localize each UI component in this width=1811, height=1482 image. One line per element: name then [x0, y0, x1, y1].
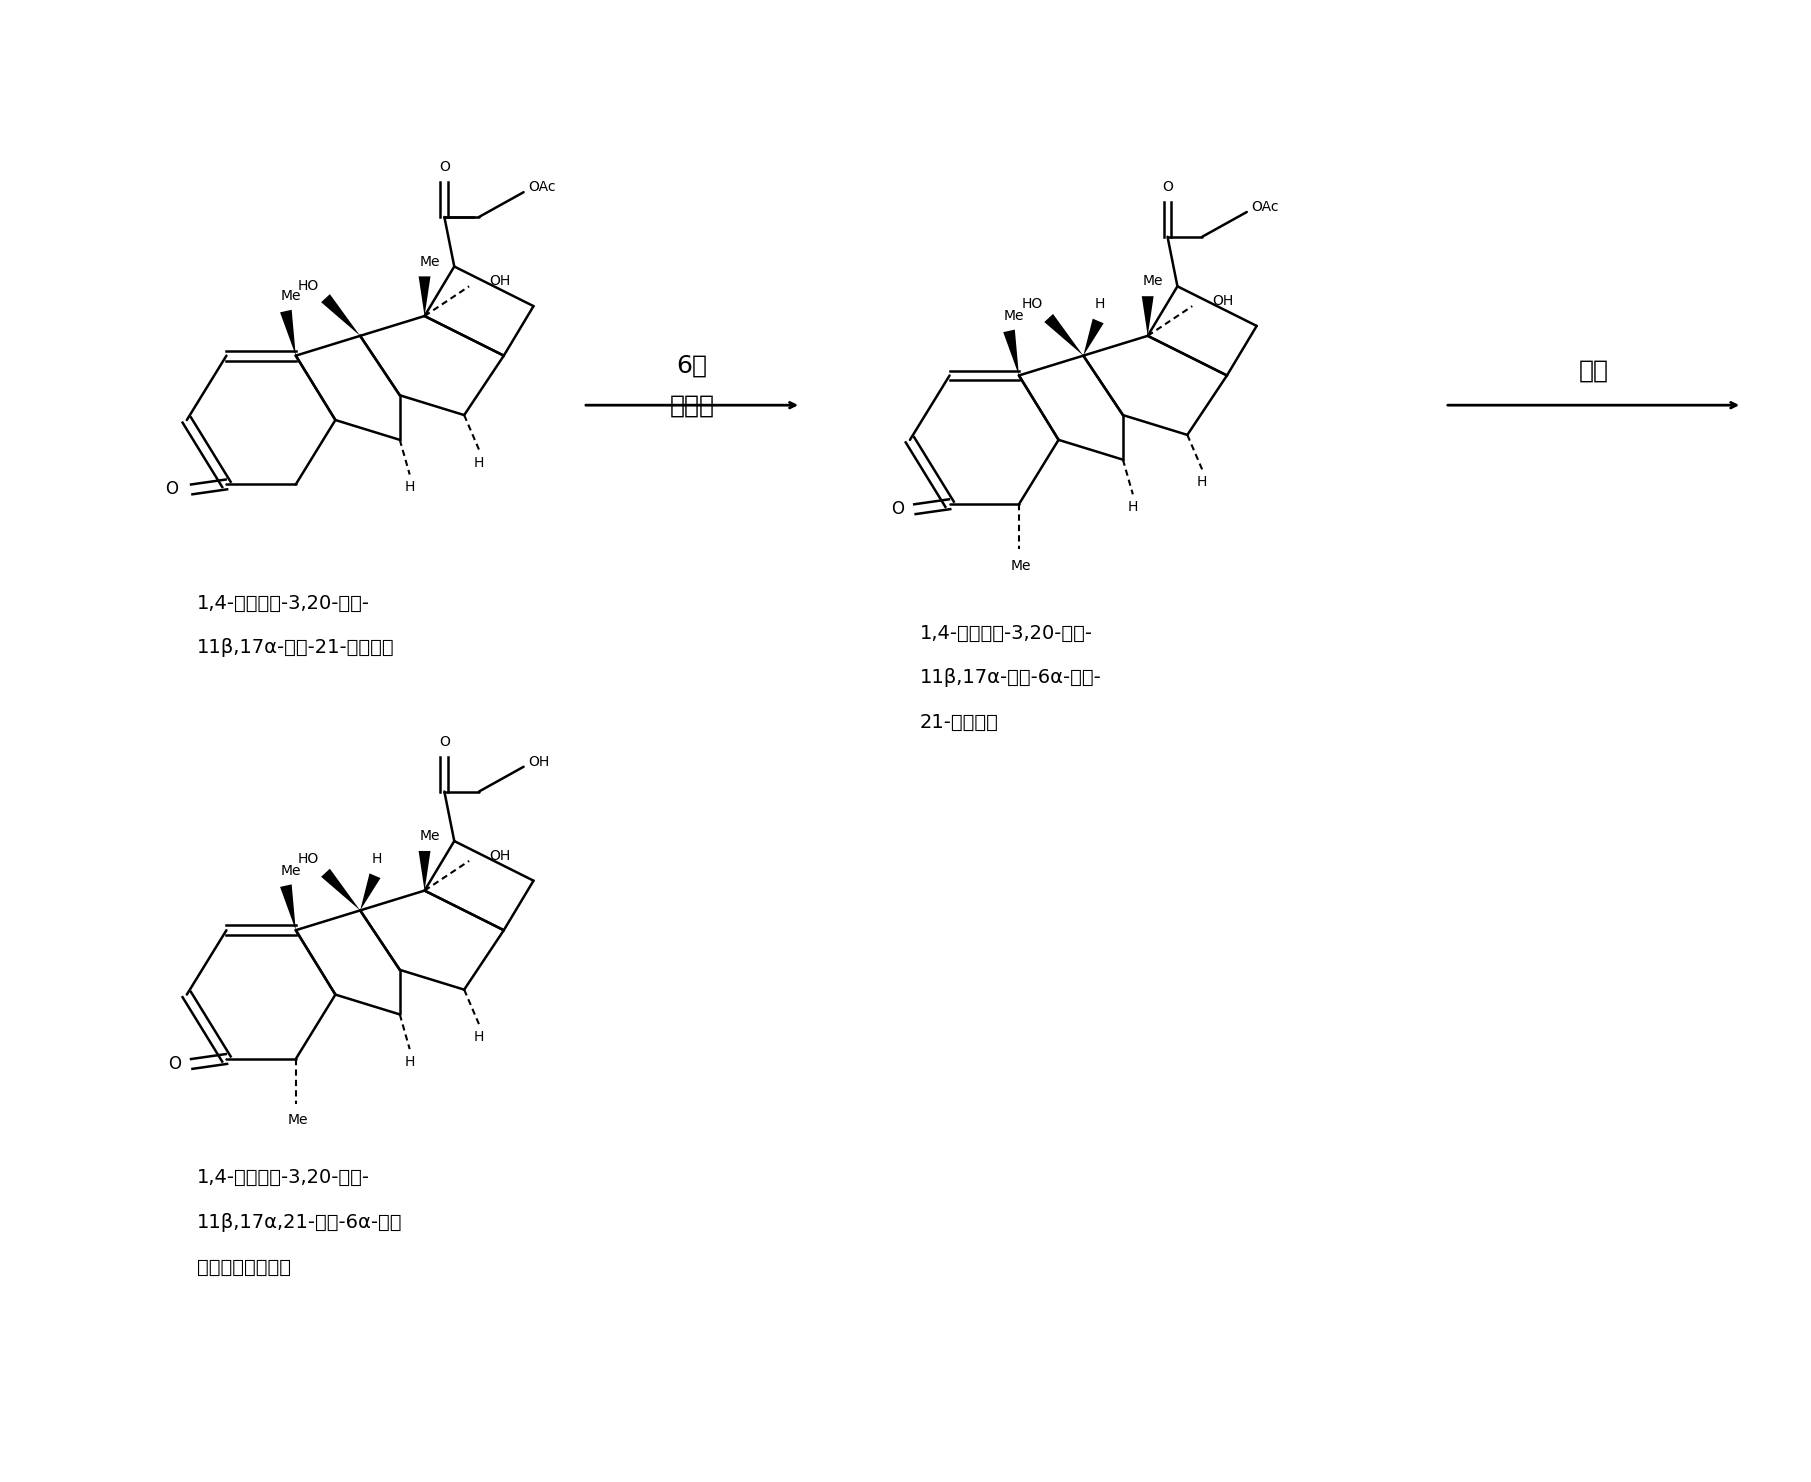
Text: H: H [1096, 296, 1105, 311]
Polygon shape [1003, 329, 1020, 375]
Text: 1,4-孕山二烯-3,20-二锐-: 1,4-孕山二烯-3,20-二锐- [920, 624, 1092, 643]
Polygon shape [1083, 319, 1103, 356]
Text: O: O [1163, 181, 1174, 194]
Text: H: H [1128, 501, 1137, 514]
Text: HO: HO [1021, 296, 1043, 311]
Text: O: O [168, 1055, 181, 1073]
Polygon shape [418, 277, 431, 316]
Text: OH: OH [489, 274, 511, 289]
Text: 即：甲基泼尼松龙: 即：甲基泼尼松龙 [197, 1258, 292, 1276]
Text: OAc: OAc [1251, 200, 1279, 213]
Text: Me: Me [420, 255, 440, 268]
Polygon shape [281, 885, 295, 931]
Polygon shape [321, 868, 360, 910]
Text: 11β,17α,21-三醇-6α-甲基: 11β,17α,21-三醇-6α-甲基 [197, 1212, 402, 1232]
Text: H: H [474, 455, 484, 470]
Polygon shape [418, 851, 431, 891]
Text: O: O [891, 501, 904, 519]
Polygon shape [281, 310, 295, 356]
Text: H: H [474, 1030, 484, 1045]
Text: 1,4-孕山二烯-3,20-二锐-: 1,4-孕山二烯-3,20-二锐- [197, 1168, 369, 1187]
Text: 11β,17α-二醇-21-基酔酸酯: 11β,17α-二醇-21-基酔酸酯 [197, 639, 395, 658]
Text: H: H [1197, 476, 1208, 489]
Text: Me: Me [281, 289, 301, 304]
Text: 6位: 6位 [677, 354, 708, 378]
Text: 水解: 水解 [1579, 359, 1608, 382]
Text: H: H [404, 480, 415, 495]
Polygon shape [1141, 296, 1154, 336]
Text: Me: Me [420, 828, 440, 843]
Text: HO: HO [299, 279, 319, 293]
Text: OH: OH [489, 849, 511, 863]
Polygon shape [1045, 314, 1083, 356]
Text: 21-基酔酸酯: 21-基酔酸酯 [920, 713, 998, 732]
Text: O: O [165, 480, 179, 498]
Text: Me: Me [281, 864, 301, 877]
Text: O: O [438, 160, 449, 175]
Polygon shape [360, 873, 380, 910]
Text: O: O [438, 735, 449, 748]
Text: 甲基化: 甲基化 [670, 393, 715, 416]
Text: Me: Me [1143, 274, 1163, 289]
Text: H: H [371, 852, 382, 865]
Text: 11β,17α-二醇-6α-甲基-: 11β,17α-二醇-6α-甲基- [920, 668, 1101, 688]
Text: OH: OH [529, 754, 551, 769]
Text: Me: Me [1011, 559, 1030, 572]
Text: 1,4-孕山二烯-3,20-二锐-: 1,4-孕山二烯-3,20-二锐- [197, 594, 369, 612]
Text: H: H [404, 1055, 415, 1069]
Polygon shape [321, 293, 360, 336]
Text: OH: OH [1212, 293, 1233, 308]
Text: HO: HO [299, 852, 319, 865]
Text: Me: Me [288, 1113, 308, 1128]
Text: OAc: OAc [529, 181, 556, 194]
Text: Me: Me [1003, 310, 1025, 323]
